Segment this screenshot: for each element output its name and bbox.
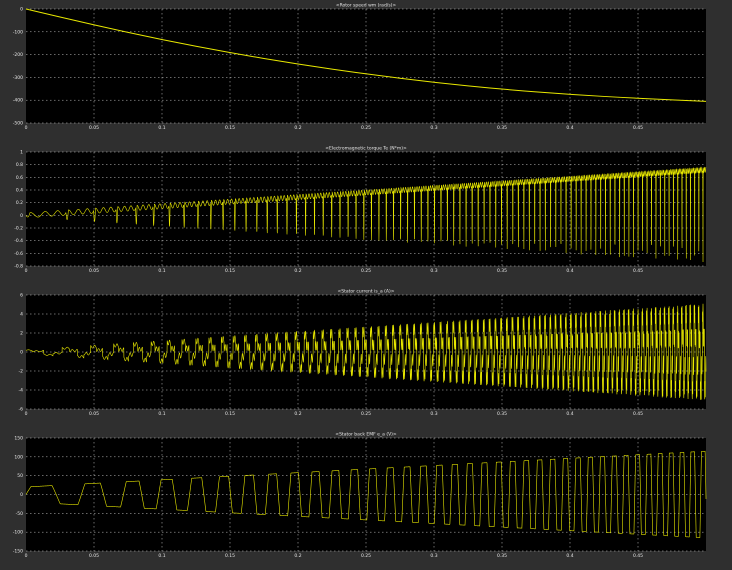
y-tick-label: -50	[16, 511, 23, 517]
y-tick-label: -400	[13, 98, 23, 104]
chart-electromagnetic-torque: <Electromagnetic torque Te (N*m)> 0 0.05 0.…	[14, 146, 707, 274]
x-tick-label: 0.2	[294, 268, 301, 274]
y-tick-label: 0.8	[16, 162, 23, 168]
x-tick-label: 0.1	[158, 125, 165, 131]
x-tick-label: 0	[25, 125, 28, 131]
x-tick-label: 0.45	[633, 125, 643, 131]
y-tick-label: 1	[20, 150, 23, 156]
series-line-stator-back-emf	[25, 450, 707, 538]
x-tick-label: 0.25	[361, 553, 371, 559]
x-tick-label: 0.3	[430, 268, 437, 274]
x-tick-label: 0.35	[497, 268, 507, 274]
x-tick-label: 0.05	[89, 268, 99, 274]
x-tick-label: 0.05	[89, 553, 99, 559]
x-tick-label: 0.35	[497, 125, 507, 131]
x-tick-label: 0.15	[225, 411, 235, 417]
x-tick-label: 0.25	[361, 125, 371, 131]
chart-title: <Rotor speed wm (rad/s)>	[336, 3, 397, 9]
y-tick-label: -4	[19, 388, 24, 394]
x-tick-label: 0	[25, 268, 28, 274]
y-tick-label: 0	[20, 7, 23, 13]
x-tick-label: 0.2	[294, 411, 301, 417]
y-tick-label: -500	[13, 121, 23, 127]
y-tick-label: 6	[20, 293, 23, 299]
x-tick-label: 0.4	[566, 411, 573, 417]
x-tick-label: 0.25	[361, 268, 371, 274]
x-tick-label: 0.2	[294, 553, 301, 559]
x-tick-label: 0.4	[566, 125, 573, 131]
chart-stator-back-emf: <Stator back EMF e_a (V)> 0 0.05 0.1 0.15 0.2…	[13, 432, 707, 559]
x-tick-label: 0.1	[158, 411, 165, 417]
y-tick-label: 150	[14, 436, 23, 442]
chart-title: <Stator back EMF e_a (V)>	[335, 432, 397, 438]
x-tick-label: 0.2	[294, 125, 301, 131]
x-tick-label: 0.45	[633, 268, 643, 274]
y-tick-label: 0.2	[16, 200, 23, 206]
x-tick-label: 0.15	[225, 268, 235, 274]
y-tick-label: 0	[20, 213, 23, 219]
y-tick-label: 0	[20, 492, 23, 498]
x-tick-label: 0.35	[497, 411, 507, 417]
x-tick-label: 0.05	[89, 411, 99, 417]
y-tick-label: 0.4	[16, 188, 23, 194]
x-tick-label: 0.25	[361, 411, 371, 417]
x-tick-label: 0.15	[225, 553, 235, 559]
x-tick-label: 0	[25, 411, 28, 417]
panel-stator-current: <Stator current is_a (A)> 0 0.05 0.1 0.15 0.2…	[0, 286, 732, 429]
panel-electromagnetic-torque: <Electromagnetic torque Te (N*m)> 0 0.05 0.…	[0, 143, 732, 286]
chart-stator-current: <Stator current is_a (A)> 0 0.05 0.1 0.15 0.2…	[19, 289, 707, 417]
y-tick-label: -200	[13, 52, 23, 58]
x-tick-label: 0.35	[497, 553, 507, 559]
y-tick-label: 4	[20, 312, 23, 318]
y-tick-label: -100	[13, 29, 23, 35]
panel-rotor-speed: <Rotor speed wm (rad/s)> 0 0.05 0.1 0.15 0.2 0…	[0, 0, 732, 143]
series-line-rotor-speed	[25, 8, 707, 102]
x-tick-label: 0.45	[633, 411, 643, 417]
x-tick-label: 0.4	[566, 553, 573, 559]
x-tick-label: 0.45	[633, 553, 643, 559]
x-tick-label: 0.05	[89, 125, 99, 131]
series-line-stator-current	[25, 303, 707, 400]
y-tick-label: -150	[13, 549, 23, 555]
y-tick-label: -0.8	[14, 264, 23, 270]
x-tick-label: 0	[25, 553, 28, 559]
y-tick-label: -0.4	[14, 238, 23, 244]
y-tick-label: -300	[13, 75, 23, 81]
chart-title: <Stator current is_a (A)>	[337, 289, 394, 295]
y-tick-label: -0.6	[14, 251, 23, 257]
panel-stator-back-emf: <Stator back EMF e_a (V)> 0 0.05 0.1 0.15 0.2…	[0, 429, 732, 570]
chart-rotor-speed: <Rotor speed wm (rad/s)> 0 0.05 0.1 0.15 0.2 0…	[13, 3, 707, 131]
y-tick-label: 50	[17, 473, 23, 479]
y-tick-label: -2	[19, 369, 24, 375]
y-tick-label: 0.6	[16, 175, 23, 181]
series-line-electromagnetic-torque	[25, 166, 707, 262]
x-tick-label: 0.3	[430, 125, 437, 131]
x-tick-label: 0.1	[158, 553, 165, 559]
y-tick-label: -6	[19, 407, 24, 413]
x-tick-label: 0.1	[158, 268, 165, 274]
y-tick-label: -0.2	[14, 226, 23, 232]
y-tick-label: 0	[20, 350, 23, 356]
chart-title: <Electromagnetic torque Te (N*m)>	[325, 146, 407, 152]
x-tick-label: 0.4	[566, 268, 573, 274]
y-tick-label: 2	[20, 331, 23, 337]
x-tick-label: 0.15	[225, 125, 235, 131]
x-tick-label: 0.3	[430, 553, 437, 559]
y-tick-label: 100	[14, 454, 23, 460]
x-tick-label: 0.3	[430, 411, 437, 417]
y-tick-label: -100	[13, 530, 23, 536]
